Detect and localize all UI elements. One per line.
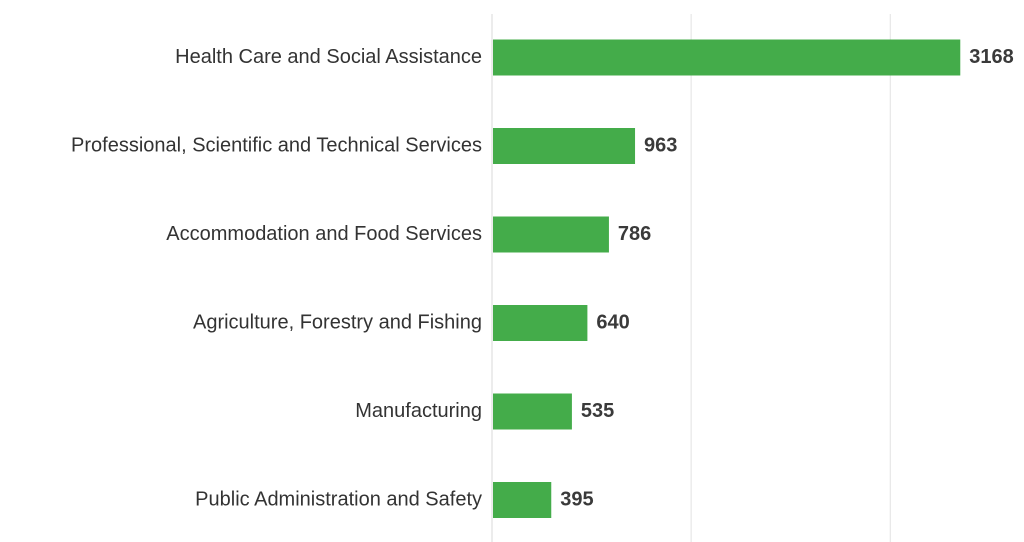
bar xyxy=(493,305,588,341)
bar xyxy=(493,393,572,430)
category-label: Accommodation and Food Services xyxy=(166,223,482,245)
bars xyxy=(493,39,961,518)
category-label: Professional, Scientific and Technical S… xyxy=(71,134,482,156)
value-labels: 3168 963 786 640 535 395 xyxy=(560,46,1014,511)
category-label: Health Care and Social Assistance xyxy=(175,46,482,68)
data-label: 535 xyxy=(581,400,614,422)
data-label: 640 xyxy=(596,311,629,333)
data-label: 786 xyxy=(618,223,651,245)
data-label: 3168 xyxy=(969,46,1014,68)
category-label: Agriculture, Forestry and Fishing xyxy=(193,311,482,333)
bar xyxy=(493,482,552,518)
gridlines xyxy=(491,14,891,542)
bar xyxy=(493,216,609,253)
bar xyxy=(493,39,961,76)
data-label: 963 xyxy=(644,134,677,156)
bar xyxy=(493,128,636,164)
data-label: 395 xyxy=(560,488,593,510)
category-label: Public Administration and Safety xyxy=(195,488,482,510)
category-label: Manufacturing xyxy=(355,400,482,422)
category-labels: Health Care and Social Assistance Profess… xyxy=(71,46,482,511)
